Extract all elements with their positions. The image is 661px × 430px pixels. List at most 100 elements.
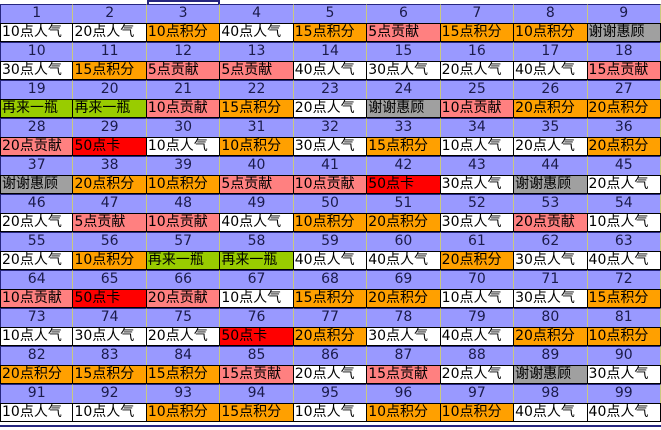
prize-cell[interactable]: 10点人气 — [440, 137, 515, 156]
cell-number[interactable]: 87 — [367, 346, 441, 365]
cell-number[interactable]: 65 — [73, 270, 147, 289]
prize-cell[interactable]: 15点积分 — [73, 61, 147, 80]
cell-number[interactable]: 48 — [146, 194, 221, 213]
prize-cell[interactable]: 20点人气 — [587, 175, 661, 194]
prize-cell[interactable]: 20点人气 — [0, 251, 74, 270]
prize-cell[interactable]: 谢谢惠顾 — [367, 99, 441, 118]
cell-number[interactable]: 36 — [587, 118, 661, 137]
prize-cell[interactable]: 10点贡献 — [440, 99, 515, 118]
cell-number[interactable]: 52 — [440, 194, 515, 213]
cell-number[interactable]: 97 — [440, 384, 515, 403]
cell-number[interactable]: 53 — [514, 194, 588, 213]
cell-number[interactable]: 15 — [367, 42, 441, 61]
cell-number[interactable]: 94 — [220, 384, 294, 403]
cell-number[interactable]: 32 — [293, 118, 368, 137]
prize-cell[interactable]: 20点积分 — [367, 289, 441, 308]
cell-number[interactable]: 2 — [73, 4, 147, 23]
cell-number[interactable]: 35 — [514, 118, 588, 137]
prize-cell[interactable]: 15点积分 — [220, 99, 294, 118]
prize-cell[interactable]: 10点积分 — [220, 137, 294, 156]
cell-number[interactable]: 71 — [514, 270, 588, 289]
prize-cell[interactable]: 20点积分 — [73, 175, 147, 194]
cell-number[interactable]: 68 — [293, 270, 368, 289]
cell-number[interactable]: 47 — [73, 194, 147, 213]
cell-number[interactable]: 84 — [146, 346, 221, 365]
prize-cell[interactable]: 20点积分 — [514, 327, 588, 346]
cell-number[interactable]: 14 — [293, 42, 368, 61]
cell-number[interactable]: 61 — [440, 232, 515, 251]
prize-cell[interactable]: 再来一瓶 — [0, 99, 74, 118]
cell-number[interactable]: 4 — [220, 4, 294, 23]
cell-number[interactable]: 42 — [367, 156, 441, 175]
cell-number[interactable]: 24 — [367, 80, 441, 99]
cell-number[interactable]: 67 — [220, 270, 294, 289]
prize-cell[interactable]: 15点积分 — [220, 403, 294, 422]
cell-number[interactable]: 3 — [146, 4, 221, 23]
prize-cell[interactable]: 10点贡献 — [293, 175, 368, 194]
prize-cell[interactable]: 15点贡献 — [587, 61, 661, 80]
prize-cell[interactable]: 20点积分 — [514, 99, 588, 118]
cell-number[interactable]: 81 — [587, 308, 661, 327]
prize-cell[interactable]: 50点卡 — [73, 289, 147, 308]
cell-number[interactable]: 74 — [73, 308, 147, 327]
cell-number[interactable]: 59 — [293, 232, 368, 251]
cell-number[interactable]: 20 — [73, 80, 147, 99]
prize-cell[interactable]: 10点积分 — [440, 403, 515, 422]
prize-cell[interactable]: 15点积分 — [587, 289, 661, 308]
cell-number[interactable]: 31 — [220, 118, 294, 137]
cell-number[interactable]: 19 — [0, 80, 74, 99]
cell-number[interactable]: 99 — [587, 384, 661, 403]
cell-number[interactable]: 58 — [220, 232, 294, 251]
cell-number[interactable]: 33 — [367, 118, 441, 137]
cell-number[interactable]: 91 — [0, 384, 74, 403]
prize-cell[interactable]: 30点人气 — [293, 137, 368, 156]
cell-number[interactable]: 88 — [440, 346, 515, 365]
cell-number[interactable]: 27 — [587, 80, 661, 99]
cell-number[interactable]: 6 — [367, 4, 441, 23]
cell-number[interactable]: 76 — [220, 308, 294, 327]
prize-cell[interactable]: 10点积分 — [146, 175, 221, 194]
cell-number[interactable]: 96 — [367, 384, 441, 403]
prize-cell[interactable]: 10点人气 — [587, 213, 661, 232]
cell-number[interactable]: 23 — [293, 80, 368, 99]
prize-cell[interactable]: 20点人气 — [293, 99, 368, 118]
prize-cell[interactable]: 10点人气 — [220, 289, 294, 308]
cell-number[interactable]: 95 — [293, 384, 368, 403]
prize-cell[interactable]: 30点人气 — [367, 327, 441, 346]
prize-cell[interactable]: 再来一瓶 — [220, 251, 294, 270]
cell-number[interactable]: 54 — [587, 194, 661, 213]
prize-cell[interactable]: 10点人气 — [73, 403, 147, 422]
prize-cell[interactable]: 20点积分 — [293, 327, 368, 346]
prize-cell[interactable]: 10点贡献 — [146, 99, 221, 118]
prize-cell[interactable]: 15点积分 — [440, 23, 515, 42]
cell-number[interactable]: 5 — [293, 4, 368, 23]
cell-number[interactable]: 56 — [73, 232, 147, 251]
prize-cell[interactable]: 40点人气 — [587, 403, 661, 422]
prize-cell[interactable]: 20点人气 — [293, 365, 368, 384]
prize-cell[interactable]: 40点人气 — [293, 61, 368, 80]
prize-cell[interactable]: 15点积分 — [293, 23, 368, 42]
cell-number[interactable]: 80 — [514, 308, 588, 327]
prize-cell[interactable]: 谢谢惠顾 — [587, 23, 661, 42]
prize-cell[interactable]: 15点积分 — [146, 365, 221, 384]
cell-number[interactable]: 73 — [0, 308, 74, 327]
prize-cell[interactable]: 30点人气 — [514, 251, 588, 270]
prize-cell[interactable]: 5点贡献 — [220, 175, 294, 194]
cell-number[interactable]: 39 — [146, 156, 221, 175]
cell-number[interactable]: 83 — [73, 346, 147, 365]
prize-cell[interactable]: 50点卡 — [367, 175, 441, 194]
prize-cell[interactable]: 10点积分 — [514, 23, 588, 42]
prize-cell[interactable]: 10点贡献 — [0, 289, 74, 308]
cell-number[interactable]: 8 — [514, 4, 588, 23]
prize-cell[interactable]: 20点贡献 — [0, 137, 74, 156]
prize-cell[interactable]: 20点贡献 — [146, 289, 221, 308]
cell-number[interactable]: 26 — [514, 80, 588, 99]
cell-number[interactable]: 75 — [146, 308, 221, 327]
cell-number[interactable]: 29 — [73, 118, 147, 137]
cell-number[interactable]: 9 — [587, 4, 661, 23]
prize-cell[interactable]: 15点积分 — [293, 289, 368, 308]
prize-cell[interactable]: 30点人气 — [0, 61, 74, 80]
cell-number[interactable]: 66 — [146, 270, 221, 289]
prize-cell[interactable]: 30点人气 — [367, 61, 441, 80]
cell-number[interactable]: 12 — [146, 42, 221, 61]
